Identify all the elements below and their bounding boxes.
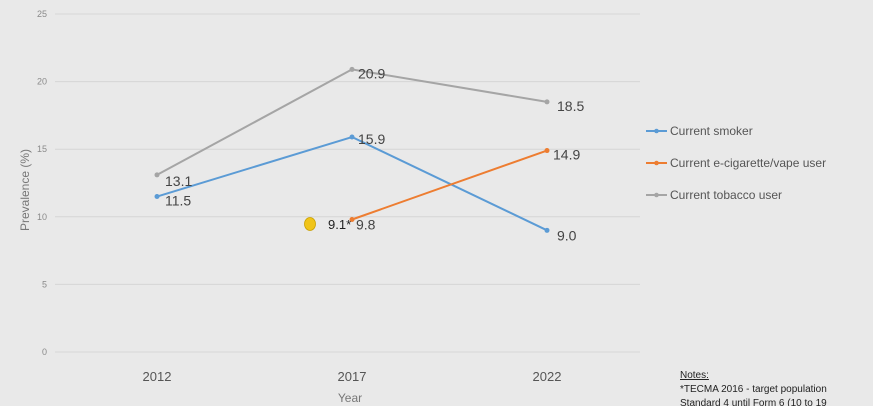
x-tick-label: 2012 xyxy=(143,369,172,384)
data-label: 14.9 xyxy=(553,147,580,163)
notes-title: Notes: xyxy=(680,370,709,381)
legend-swatch-point xyxy=(654,129,659,134)
data-label: 9.0 xyxy=(557,227,577,243)
y-tick-label: 0 xyxy=(42,347,47,357)
legend-label: Current e-cigarette/vape user xyxy=(670,156,826,170)
legend-label: Current tobacco user xyxy=(670,188,782,202)
data-point xyxy=(545,228,550,233)
notes-line-1: *TECMA 2016 - target population xyxy=(680,384,827,395)
annotation-marker xyxy=(305,217,316,230)
data-point xyxy=(545,148,550,153)
gridlines xyxy=(55,14,640,352)
data-point xyxy=(545,99,550,104)
annotation: 9.1* xyxy=(305,217,352,232)
x-tick-label: 2022 xyxy=(533,369,562,384)
data-label: 11.5 xyxy=(165,193,191,209)
legend: Current smoker Current e-cigarette/vape u… xyxy=(646,124,826,202)
data-label: 9.8 xyxy=(356,217,376,233)
notes-line-2: Standard 4 until Form 6 (10 to 19 xyxy=(680,398,827,406)
data-label: 20.9 xyxy=(358,65,385,81)
series-lines xyxy=(157,69,547,230)
y-axis-ticks: 0 5 10 15 20 25 xyxy=(37,9,47,357)
data-point xyxy=(350,135,355,140)
y-tick-label: 15 xyxy=(37,144,47,154)
data-point xyxy=(155,172,160,177)
x-tick-label: 2017 xyxy=(338,369,367,384)
annotation-label: 9.1* xyxy=(328,217,351,232)
y-tick-label: 20 xyxy=(37,77,47,87)
data-point xyxy=(155,194,160,199)
legend-swatch-point xyxy=(654,161,659,166)
x-axis-ticks: 2012 2017 2022 xyxy=(143,369,562,384)
y-tick-label: 10 xyxy=(37,212,47,222)
data-label: 18.5 xyxy=(557,98,584,114)
data-label: 15.9 xyxy=(358,131,385,147)
series-line-segment xyxy=(352,151,547,220)
legend-swatch-point xyxy=(654,193,659,198)
series-line-segment xyxy=(157,69,352,174)
data-label: 13.1 xyxy=(165,173,192,189)
y-tick-label: 25 xyxy=(37,9,47,19)
y-tick-label: 5 xyxy=(42,279,47,289)
data-point xyxy=(350,67,355,72)
y-axis-label: Prevalence (%) xyxy=(18,149,32,231)
legend-label: Current smoker xyxy=(670,124,753,138)
x-axis-label: Year xyxy=(338,391,362,405)
